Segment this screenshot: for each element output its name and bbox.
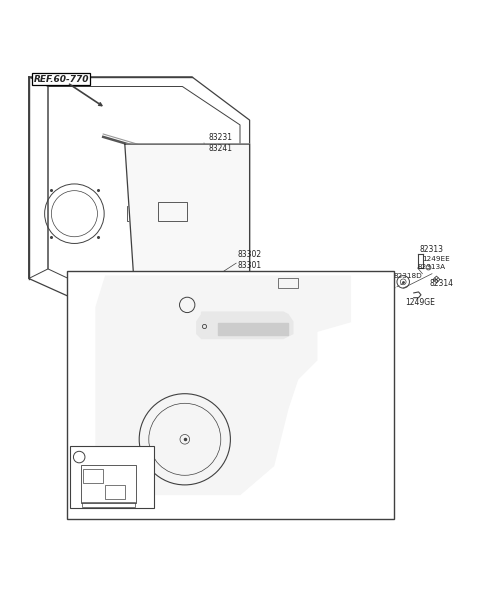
Text: 83745: 83745: [198, 289, 222, 298]
Text: 82315B: 82315B: [122, 335, 152, 344]
Bar: [127, 206, 154, 221]
Text: a: a: [77, 454, 81, 460]
Polygon shape: [96, 276, 350, 494]
Text: 83370
83380: 83370 83380: [262, 293, 286, 313]
Text: 82313A: 82313A: [418, 264, 446, 270]
Text: 93580A: 93580A: [88, 453, 117, 462]
Bar: [83, 469, 103, 483]
Text: a: a: [185, 302, 189, 307]
Text: 83353B
83363A: 83353B 83363A: [74, 308, 104, 328]
Polygon shape: [125, 144, 250, 322]
Text: 1249GE: 1249GE: [406, 298, 435, 307]
Text: 82314: 82314: [430, 279, 454, 288]
Text: 82313: 82313: [420, 245, 444, 254]
Bar: [81, 465, 136, 503]
Text: 83231
83241: 83231 83241: [209, 132, 233, 152]
Bar: [158, 201, 187, 221]
Text: 1249LB: 1249LB: [293, 356, 322, 365]
Text: 1243AE: 1243AE: [274, 377, 303, 386]
Bar: [105, 485, 125, 499]
Text: 1249EE: 1249EE: [422, 257, 450, 263]
Text: 83302
83301: 83302 83301: [238, 250, 262, 270]
Text: 82318D: 82318D: [394, 273, 422, 279]
Bar: [82, 502, 135, 508]
Text: 83391
83392: 83391 83392: [74, 287, 98, 308]
Text: REF.60-770: REF.60-770: [34, 75, 89, 84]
Bar: [70, 445, 154, 508]
Bar: [278, 278, 298, 288]
Text: 82315D: 82315D: [233, 419, 263, 428]
Bar: [67, 271, 394, 518]
Polygon shape: [218, 322, 288, 335]
Polygon shape: [197, 312, 293, 339]
